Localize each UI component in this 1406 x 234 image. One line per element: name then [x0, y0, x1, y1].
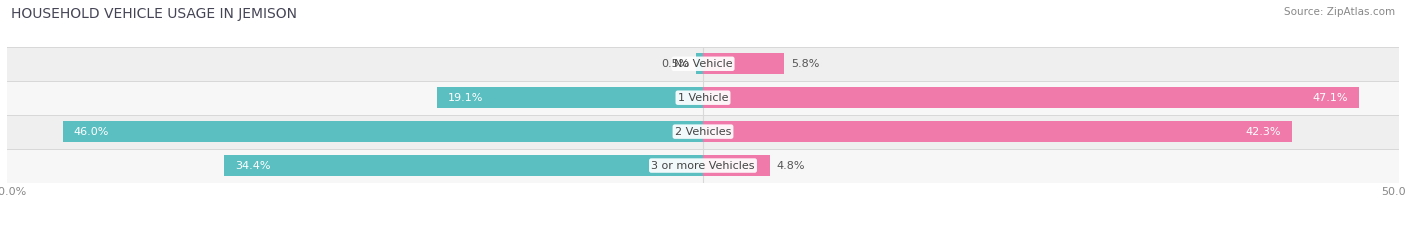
Bar	[703, 155, 770, 176]
Bar	[7, 47, 1399, 81]
Text: Source: ZipAtlas.com: Source: ZipAtlas.com	[1284, 7, 1395, 17]
Text: 34.4%: 34.4%	[235, 161, 271, 171]
Bar	[7, 149, 1399, 183]
Text: 2 Vehicles: 2 Vehicles	[675, 127, 731, 137]
Bar	[437, 87, 703, 108]
Bar	[7, 115, 1399, 149]
Text: 5.8%: 5.8%	[790, 59, 820, 69]
Bar	[703, 121, 1292, 142]
Bar	[703, 53, 783, 74]
Bar	[63, 121, 703, 142]
Bar	[696, 53, 703, 74]
Text: 46.0%: 46.0%	[75, 127, 110, 137]
Text: 3 or more Vehicles: 3 or more Vehicles	[651, 161, 755, 171]
Bar	[703, 87, 1358, 108]
Text: HOUSEHOLD VEHICLE USAGE IN JEMISON: HOUSEHOLD VEHICLE USAGE IN JEMISON	[11, 7, 297, 21]
Text: 0.5%: 0.5%	[661, 59, 689, 69]
Text: 47.1%: 47.1%	[1312, 93, 1347, 103]
Text: 19.1%: 19.1%	[449, 93, 484, 103]
Text: 42.3%: 42.3%	[1246, 127, 1281, 137]
Bar	[224, 155, 703, 176]
Bar	[7, 81, 1399, 115]
Text: No Vehicle: No Vehicle	[673, 59, 733, 69]
Text: 4.8%: 4.8%	[776, 161, 806, 171]
Text: 1 Vehicle: 1 Vehicle	[678, 93, 728, 103]
